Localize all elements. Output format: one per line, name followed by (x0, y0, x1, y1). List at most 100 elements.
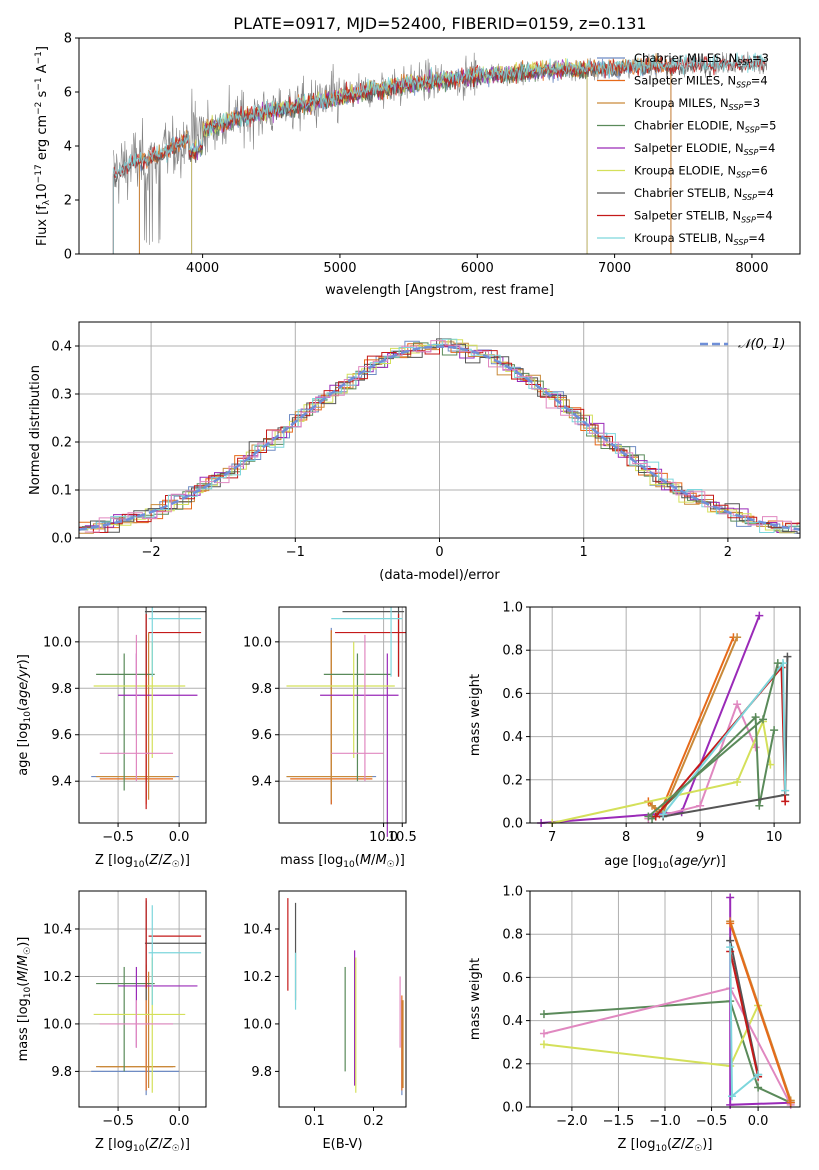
y-axis-label: mass weight (468, 958, 483, 1040)
y-tick-label: 0.0 (502, 817, 523, 832)
plot-area (91, 898, 206, 1096)
weight-marker (539, 1010, 548, 1019)
panel-spectrum: 4000 5000 6000 7000 8000 0 2 4 6 8 wavelength [Ang… (34, 32, 801, 298)
y-tick-label: 10.2 (43, 970, 72, 985)
weight-marker (696, 801, 705, 810)
x-tick-label: 0.1 (304, 1114, 325, 1129)
y-axis-label: Flux [fλ10−17 erg cm−2 s−1 A−1] (34, 46, 52, 246)
weight-line-kroupa_miles (651, 636, 739, 814)
y-axis-label: mass [log10(M/M☉)] (16, 937, 33, 1062)
weight-line-salpeter_stelib (729, 951, 760, 1078)
legend-entry: Salpeter ELODIE, NSSP=4 (634, 141, 775, 157)
x-axis-label: Z [log10(Z/Z☉)] (618, 1137, 713, 1154)
axes-frame (78, 606, 207, 824)
y-tick-label: 1.0 (502, 885, 523, 900)
y-tick-label: 8 (64, 32, 72, 47)
y-tick-label: 0.1 (51, 484, 72, 499)
x-tick-label: 10.5 (388, 830, 417, 845)
panel-weight_vs_age: 7 8 9 10 0.0 0.2 0.4 0.6 0.8 1.0 age [log10(age/yr… (468, 601, 801, 871)
y-tick-label: 10.4 (43, 922, 72, 937)
x-tick-label: 9 (696, 830, 704, 845)
x-tick-label: 8000 (735, 261, 768, 276)
x-tick-label: 0.0 (169, 830, 190, 845)
y-tick-label: 9.4 (251, 775, 272, 790)
y-tick-label: 9.8 (251, 682, 272, 697)
weight-line-chabrier_elodie (651, 714, 776, 820)
y-tick-label: 0.3 (51, 388, 72, 403)
x-tick-label: 0.0 (748, 1114, 769, 1129)
x-tick-label: 4000 (186, 261, 219, 276)
weight-marker (651, 812, 660, 821)
legend-entry: Chabrier STELIB, NSSP=4 (634, 186, 774, 202)
weight-marker (728, 1092, 737, 1101)
histogram-kroupa_stelib (81, 338, 800, 533)
x-tick-label: 8 (622, 830, 630, 845)
x-tick-label: −1 (286, 545, 305, 560)
weight-line-salpeter_elodie (541, 615, 761, 824)
legend-entry: Salpeter STELIB, NSSP=4 (634, 209, 773, 225)
plot-area (91, 607, 206, 810)
x-tick-label: 10.0 (369, 830, 398, 845)
plot-area (287, 898, 404, 1096)
weight-marker (751, 713, 760, 722)
legend-entry: Chabrier ELODIE, NSSP=5 (634, 119, 776, 135)
weight-marker (644, 812, 653, 821)
x-tick-label: −1.0 (649, 1114, 681, 1129)
x-tick-label: 10 (766, 830, 783, 845)
panel-mass_vs_Z: −0.5 0.0 9.8 10.0 10.2 10.4 Z [log10(Z/Z☉)] mas… (16, 890, 207, 1154)
plot-area (112, 51, 768, 254)
y-tick-label: 10.2 (243, 970, 272, 985)
weight-line-salpeter_miles (729, 923, 792, 1104)
axes-frame (278, 606, 407, 824)
weight-marker (726, 943, 735, 952)
y-tick-label: 10.4 (243, 922, 272, 937)
legend-entry: Kroupa STELIB, NSSP=4 (634, 231, 765, 247)
y-tick-label: 9.4 (51, 775, 72, 790)
weight-marker (659, 810, 668, 819)
weight-marker (539, 1029, 548, 1038)
y-tick-label: 0.0 (51, 532, 72, 547)
x-axis-label: (data-model)/error (379, 568, 500, 583)
panel-mass_vs_EBV: 0.1 0.2 9.8 10.0 10.2 10.4 E(B-V) (243, 890, 407, 1152)
legend: Chabrier MILES, NSSP=3 Salpeter MILES, NS… (597, 51, 776, 247)
weight-marker (733, 700, 742, 709)
y-axis-label: Normed distribution (28, 365, 43, 495)
y-tick-label: 0.2 (502, 773, 523, 788)
plot-area (539, 893, 795, 1109)
y-tick-label: 0.2 (51, 436, 72, 451)
y-tick-label: 10.0 (243, 635, 272, 650)
legend-entry: Kroupa MILES, NSSP=3 (634, 96, 760, 112)
x-axis-label: mass [log10(M/M☉)] (280, 853, 405, 870)
histogram-salpeter_stelib (79, 345, 800, 533)
x-tick-label: 5000 (323, 261, 356, 276)
x-tick-label: −2 (142, 545, 161, 560)
y-tick-label: 0.4 (502, 1014, 523, 1029)
x-axis-label: Z [log10(Z/Z☉)] (95, 1137, 190, 1154)
axes-frame (278, 890, 407, 1108)
y-tick-label: 0.0 (502, 1101, 523, 1116)
x-axis-label: E(B-V) (322, 1137, 362, 1152)
weight-marker (726, 919, 735, 928)
weight-marker (648, 801, 657, 810)
legend-entry: Salpeter MILES, NSSP=4 (634, 74, 768, 90)
weight-marker (539, 1040, 548, 1049)
x-tick-label: −0.5 (102, 830, 134, 845)
y-tick-label: 10.0 (43, 1017, 72, 1032)
x-tick-label: −2.0 (556, 1114, 588, 1129)
x-axis-label: wavelength [Angstrom, rest frame] (325, 283, 554, 298)
y-tick-label: 0.8 (502, 644, 523, 659)
x-tick-label: 1 (580, 545, 588, 560)
weight-marker (755, 801, 764, 810)
y-axis-label: age [log10(age/yr)] (16, 654, 33, 776)
y-tick-label: 9.6 (51, 728, 72, 743)
x-tick-label: 0 (435, 545, 443, 560)
legend-entry: Chabrier MILES, NSSP=3 (634, 51, 769, 67)
plot-area (286, 607, 406, 837)
weight-line-kroupa_elodie (551, 717, 772, 824)
x-tick-label: 7000 (598, 261, 631, 276)
panel-weight_vs_Z: −2.0 −1.5 −1.0 −0.5 0.0 0.0 0.2 0.4 0.6 0.8 1.0 Z [… (468, 885, 801, 1154)
y-tick-label: 10.0 (243, 1017, 272, 1032)
weight-marker (770, 726, 779, 735)
x-tick-label: 6000 (461, 261, 494, 276)
